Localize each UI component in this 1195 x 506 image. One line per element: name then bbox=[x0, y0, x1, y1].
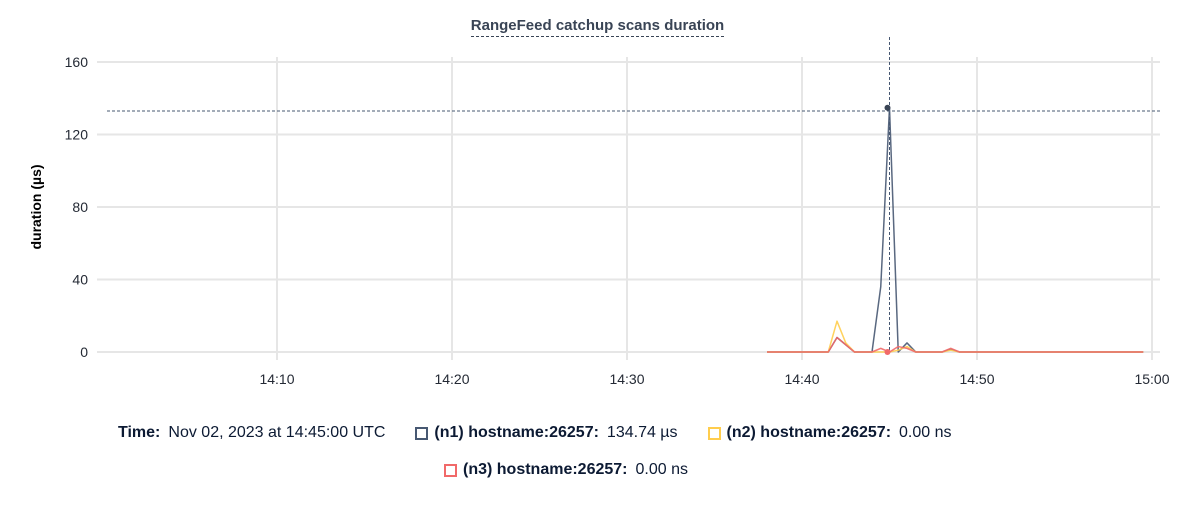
series-line-n1 bbox=[767, 107, 1144, 353]
legend-label: (n3) hostname:26257: bbox=[463, 461, 628, 478]
legend-value: 0.00 ns bbox=[899, 424, 952, 441]
series-line-n2 bbox=[767, 320, 1144, 353]
y-tick-label: 0 bbox=[80, 344, 88, 360]
y-axis-label: duration (µs) bbox=[28, 164, 44, 249]
x-tick-label: 14:40 bbox=[784, 371, 819, 387]
x-tick-label: 14:20 bbox=[434, 371, 469, 387]
x-tick-label: 15:00 bbox=[1134, 371, 1169, 387]
hover-point-n3 bbox=[884, 349, 891, 355]
n2-swatch bbox=[707, 426, 721, 440]
line-chart[interactable]: duration (µs) 0 40 80 120 160 14:10 14:20 14:30… bbox=[0, 0, 1195, 400]
y-tick-label: 80 bbox=[72, 199, 88, 215]
y-tick-label: 40 bbox=[72, 272, 88, 288]
legend-row-2: (n3) hostname:26257: 0.00 ns bbox=[414, 461, 688, 479]
y-tick-label: 120 bbox=[65, 127, 89, 143]
time-value: Nov 02, 2023 at 14:45:00 UTC bbox=[168, 424, 386, 441]
legend-item-n2[interactable]: (n2) hostname:26257: 0.00 ns bbox=[707, 424, 952, 442]
y-tick-label: 160 bbox=[65, 54, 89, 70]
n3-swatch bbox=[444, 463, 457, 477]
chart-title: RangeFeed catchup scans duration bbox=[0, 17, 1195, 37]
chart-title-text: RangeFeed catchup scans duration bbox=[470, 17, 725, 37]
x-tick-label: 14:10 bbox=[259, 371, 294, 387]
x-tick-label: 14:30 bbox=[609, 371, 644, 387]
hover-point-n1 bbox=[884, 104, 891, 111]
legend-label: (n2) hostname:26257: bbox=[726, 424, 892, 441]
n1-swatch bbox=[415, 426, 429, 440]
series-line-n3 bbox=[767, 336, 1144, 353]
legend-item-n3[interactable]: (n3) hostname:26257: 0.00 ns bbox=[444, 461, 688, 479]
legend-value: 0.00 ns bbox=[635, 461, 688, 478]
time-label: Time: bbox=[118, 424, 161, 441]
legend-item-n1[interactable]: (n1) hostname:26257: 134.74 µs bbox=[415, 424, 678, 442]
x-tick-label: 14:50 bbox=[959, 371, 994, 387]
legend-label: (n1) hostname:26257: bbox=[434, 424, 599, 441]
legend-value: 134.74 µs bbox=[606, 424, 678, 441]
legend-row-1: Time: Nov 02, 2023 at 14:45:00 UTC (n1) … bbox=[118, 424, 952, 442]
